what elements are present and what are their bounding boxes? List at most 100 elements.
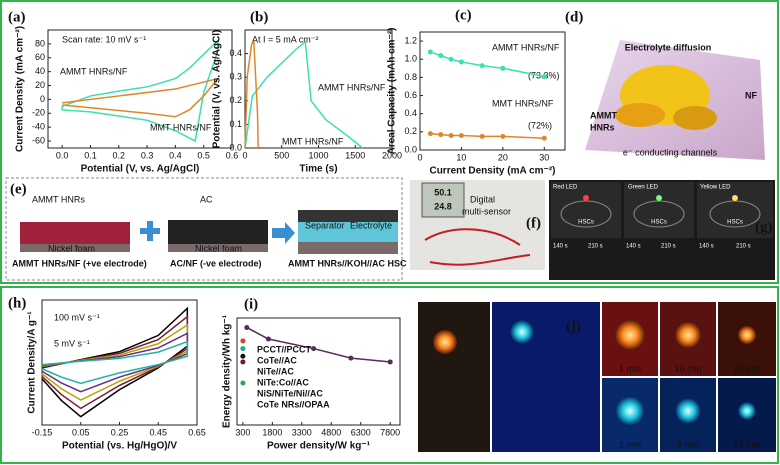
- x-tick-label: 1000: [308, 150, 328, 160]
- electrode: [168, 220, 268, 244]
- layer: [298, 242, 398, 254]
- frame: [5, 177, 403, 281]
- annotation: Scan rate: 10 mV s⁻¹: [62, 34, 146, 44]
- marker: [541, 135, 547, 141]
- legend-entry: NiTe:Co//AC: [257, 377, 309, 387]
- x-tick-label: 2000: [382, 150, 402, 160]
- x-tick-label: 6300: [351, 427, 371, 437]
- x-tick-label: 1800: [262, 427, 282, 437]
- x-tick-label: 0.65: [188, 427, 206, 437]
- text: 1 min: [619, 439, 641, 449]
- x-axis-title: Power density/W kg⁻¹: [267, 441, 371, 452]
- display: [421, 182, 465, 218]
- x-axis-title: Time (s): [299, 164, 337, 175]
- panel-label: (j): [566, 318, 581, 334]
- series-label: AMMT HNRs/NF: [60, 66, 128, 76]
- marker: [458, 59, 464, 65]
- series-label: AMMT HNRs/NF: [492, 42, 560, 52]
- text: 6 min: [677, 439, 699, 449]
- photo: [492, 302, 600, 452]
- text: NF: [745, 90, 757, 100]
- x-tick-label: 0.2: [113, 150, 126, 160]
- legend-entry: CoTe NRs//OPAA: [257, 399, 330, 409]
- legend-entry: NiTe//AC: [257, 366, 294, 376]
- y-tick-label: -60: [32, 135, 45, 145]
- marker: [427, 49, 433, 55]
- text: 24.8: [434, 201, 452, 211]
- panel-j: (j) 1 min 10 min 20 min 1 min 6 min 14 m…: [418, 302, 776, 452]
- panel-label: (h): [8, 295, 26, 311]
- series-label: MMT HNRs/NF: [150, 122, 212, 132]
- marker: [479, 63, 485, 69]
- series-line: [430, 132, 545, 139]
- y-axis-title: Energy density/Wh kg⁻¹: [222, 314, 233, 428]
- y-tick-label: 20: [35, 80, 45, 90]
- marker: [240, 380, 246, 386]
- plus: [147, 221, 153, 241]
- panel-label: (b): [250, 9, 268, 25]
- x-axis-title: Current Density (mA cm⁻²): [429, 166, 555, 177]
- text: HSCs: [651, 220, 667, 226]
- y-tick-label: 0.2: [229, 95, 242, 105]
- led: [510, 320, 534, 344]
- text: 20 min: [733, 363, 760, 373]
- text: e⁻ conducting channels: [623, 147, 718, 157]
- y-tick-label: 0.0: [404, 144, 417, 154]
- x-tick-label: 0.1: [84, 150, 97, 160]
- marker: [448, 132, 454, 138]
- y-tick-label: 60: [35, 52, 45, 62]
- text: AMMT: [590, 110, 617, 120]
- x-tick-label: 30: [539, 152, 549, 162]
- y-tick-label: 1.2: [404, 35, 417, 45]
- foam: [20, 244, 130, 252]
- y-tick-label: 80: [35, 38, 45, 48]
- marker: [438, 53, 444, 59]
- series-label: MMT HNRs/NF: [282, 136, 344, 146]
- marker: [244, 325, 250, 331]
- legend-entry: NiS/NiTe/Ni//AC: [257, 388, 323, 398]
- y-axis-title: Potential (V, vs. Ag/AgCl): [212, 30, 223, 149]
- text: multi-sensor: [462, 206, 511, 216]
- marker: [500, 65, 506, 71]
- marker: [458, 132, 464, 138]
- series-line: [244, 39, 259, 149]
- x-tick-label: 500: [274, 150, 289, 160]
- y-tick-label: 0.2: [404, 126, 417, 136]
- y-tick-label: 40: [35, 66, 45, 76]
- led: [738, 402, 756, 420]
- x-tick-label: 4800: [321, 427, 341, 437]
- y-axis-title: Areal Capacity (mAh cm⁻²): [387, 28, 398, 155]
- x-tick-label: 0.45: [149, 427, 167, 437]
- text: HSCs: [727, 220, 743, 226]
- panel-label: (g): [755, 219, 773, 235]
- marker: [500, 133, 506, 139]
- series-label: MMT HNRs/NF: [492, 98, 554, 108]
- x-tick-label: 0.05: [72, 427, 90, 437]
- x-tick-label: 1500: [345, 150, 365, 160]
- marker: [240, 346, 246, 352]
- marker: [311, 346, 317, 352]
- text: 1 min: [619, 363, 641, 373]
- led: [433, 330, 457, 354]
- led: [732, 195, 738, 201]
- x-tick-label: 0.6: [226, 150, 239, 160]
- marker: [448, 56, 454, 62]
- y-tick-label: 0.4: [229, 48, 242, 58]
- y-tick-label: 0.8: [404, 72, 417, 82]
- panel-label: (e): [10, 181, 27, 197]
- annotation: (72%): [528, 120, 552, 130]
- series-line: [430, 51, 545, 78]
- x-tick-label: 10: [456, 152, 466, 162]
- series-line: [61, 38, 219, 143]
- series-line: [62, 77, 220, 118]
- led: [738, 326, 756, 344]
- marker: [479, 133, 485, 139]
- text: AMMT HNRs: [32, 194, 85, 204]
- led: [615, 396, 645, 426]
- y-tick-label: -20: [32, 108, 45, 118]
- marker: [541, 73, 547, 79]
- x-tick-label: 7800: [380, 427, 400, 437]
- x-tick-label: 20: [498, 152, 508, 162]
- text: Red LED: [553, 185, 578, 191]
